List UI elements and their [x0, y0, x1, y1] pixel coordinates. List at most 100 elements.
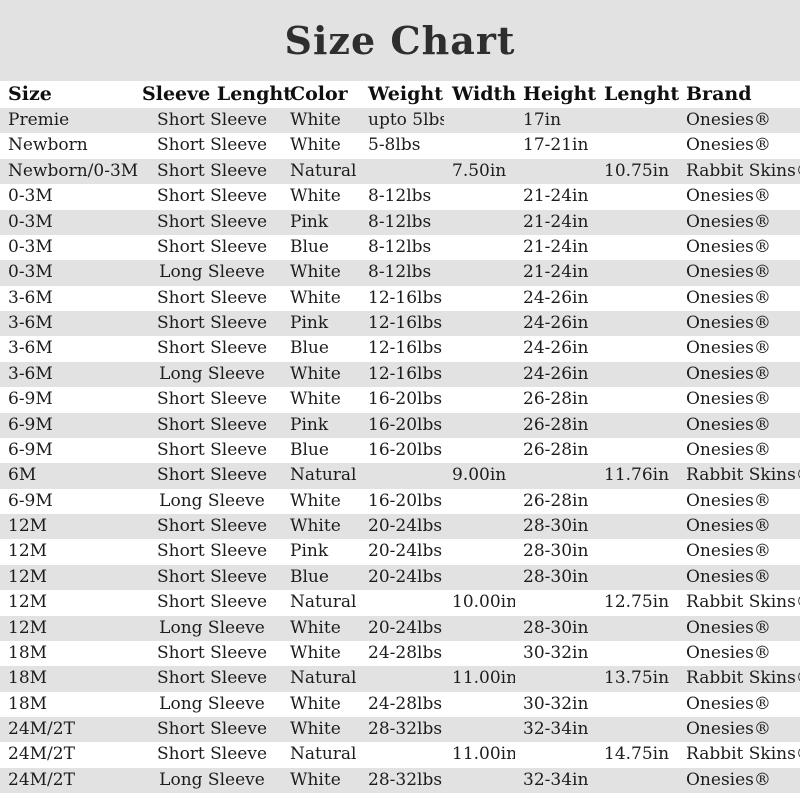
table-cell: Long Sleeve [159, 490, 265, 511]
table-cell: Rabbit Skins® [686, 592, 800, 613]
table-cell: 0-3M [8, 262, 53, 283]
table-cell [444, 539, 515, 564]
table-cell: 3-6M [8, 313, 53, 333]
table-row: 3-6M Long Sleeve White 12-16lbs 24-26in Onesi… [0, 361, 800, 388]
table-body: Premie Short Sleeve White upto 5lbs 17in Ones… [0, 108, 800, 794]
table-cell: Onesies® [686, 135, 771, 156]
table-cell: 17in [523, 110, 562, 130]
table-cell: 18M [8, 668, 48, 689]
table-cell: Short Sleeve [156, 744, 268, 765]
table-cell: 10.75in [604, 160, 670, 181]
table-cell: Onesies® [686, 617, 771, 638]
table-cell: 13.75in [604, 668, 670, 689]
table-cell: 21-24in [523, 262, 589, 283]
table-cell: 18M [8, 642, 48, 663]
table-cell [360, 159, 444, 184]
table-cell [360, 742, 444, 767]
table-cell [596, 717, 678, 742]
table-cell: Natural [290, 465, 357, 486]
table-cell: 16-20lbs [368, 389, 443, 410]
table-cell: Onesies® [686, 262, 771, 283]
header-cell-brand: Brand [678, 81, 800, 108]
table-cell: White [290, 135, 341, 156]
table-cell: 12-16lbs [368, 313, 443, 333]
table-cell: 28-30in [523, 566, 589, 587]
table-cell: Onesies® [686, 338, 771, 359]
table-cell: Onesies® [686, 566, 771, 587]
table-cell: 6M [8, 465, 37, 486]
table-cell: Short Sleeve [156, 439, 268, 460]
table-cell: 26-28in [523, 490, 589, 511]
table-cell [515, 590, 596, 615]
table-cell: 24-26in [523, 338, 589, 359]
table-cell: Rabbit Skins® [686, 668, 800, 689]
table-cell [444, 717, 515, 742]
table-row: 24M/2T Short Sleeve White 28-32lbs 32-34in On… [0, 717, 800, 743]
table-cell [596, 210, 678, 235]
table-cell: Onesies® [686, 516, 771, 536]
header-cell-size: Size [0, 81, 142, 108]
table-cell: Newborn [8, 135, 88, 156]
table-cell: 8-12lbs [368, 211, 432, 232]
table-cell: Long Sleeve [159, 617, 265, 638]
table-cell [596, 489, 678, 514]
table-cell: Long Sleeve [159, 769, 265, 790]
table-row: 6-9M Short Sleeve White 16-20lbs 26-28in Ones… [0, 387, 800, 413]
table-cell [515, 463, 596, 488]
table-row: 18M Long Sleeve White 24-28lbs 30-32in Onesie… [0, 691, 800, 717]
table-cell: Premie [8, 110, 70, 130]
table-cell: 18M [8, 693, 48, 714]
table-cell: Long Sleeve [159, 363, 265, 384]
table-cell: 24-26in [523, 313, 589, 333]
table-cell [596, 514, 678, 539]
table-row: 6-9M Short Sleeve Pink 16-20lbs 26-28in Onesi… [0, 412, 800, 438]
table-cell [515, 666, 596, 691]
table-cell [596, 108, 678, 133]
table-row: 6-9M Short Sleeve Blue 16-20lbs 26-28in Onesi… [0, 437, 800, 464]
table-cell [596, 539, 678, 564]
table-cell [444, 362, 515, 387]
table-row: 0-3M Short Sleeve Pink 8-12lbs 21-24in Onesie… [0, 209, 800, 235]
table-cell: White [290, 642, 341, 663]
table-cell [444, 108, 515, 133]
table-cell: 6-9M [8, 439, 53, 460]
table-row: 24M/2T Long Sleeve White 28-32lbs 32-34in One… [0, 767, 800, 794]
table-row: 24M/2T Short Sleeve Natural 11.00in 14.75in R… [0, 742, 800, 768]
table-cell [596, 692, 678, 717]
table-row: 18M Short Sleeve White 24-28lbs 30-32in Onesi… [0, 640, 800, 667]
table-cell [444, 514, 515, 539]
table-row: 0-3M Long Sleeve White 8-12lbs 21-24in Onesie… [0, 260, 800, 286]
table-cell: White [290, 719, 341, 739]
table-cell: White [290, 262, 341, 283]
table-cell: 24-26in [523, 287, 589, 308]
header-cell-weight: Weight [360, 81, 444, 108]
table-cell: 6-9M [8, 414, 53, 435]
table-cell: Newborn/0-3M [8, 160, 139, 181]
table-cell: Rabbit Skins® [686, 160, 800, 181]
table-cell: Natural [290, 160, 357, 181]
table-cell: 5-8lbs [368, 135, 421, 156]
table-cell [596, 362, 678, 387]
size-table: Size Sleeve Lenght Color Weight Width He… [0, 81, 800, 794]
table-row: 3-6M Short Sleeve Blue 12-16lbs 24-26in Onesi… [0, 336, 800, 362]
table-cell [596, 235, 678, 260]
table-cell: White [290, 516, 341, 536]
table-cell: 14.75in [604, 744, 670, 765]
table-cell [515, 742, 596, 767]
table-cell: Onesies® [686, 389, 771, 410]
table-cell [444, 336, 515, 361]
table-cell: Onesies® [686, 313, 771, 333]
table-cell [596, 311, 678, 336]
table-cell: upto 5lbs [368, 110, 444, 130]
table-cell: 12M [8, 617, 48, 638]
table-header-row: Size Sleeve Lenght Color Weight Width He… [0, 81, 800, 108]
table-row: 18M Short Sleeve Natural 11.00in 13.75in Rabb… [0, 666, 800, 692]
table-cell [444, 413, 515, 438]
table-cell: Onesies® [686, 363, 771, 384]
table-cell: 20-24lbs [368, 617, 443, 638]
table-cell [596, 387, 678, 412]
table-cell: Pink [290, 211, 329, 232]
table-cell: Onesies® [686, 287, 771, 308]
table-cell: White [290, 287, 341, 308]
table-cell [444, 260, 515, 285]
